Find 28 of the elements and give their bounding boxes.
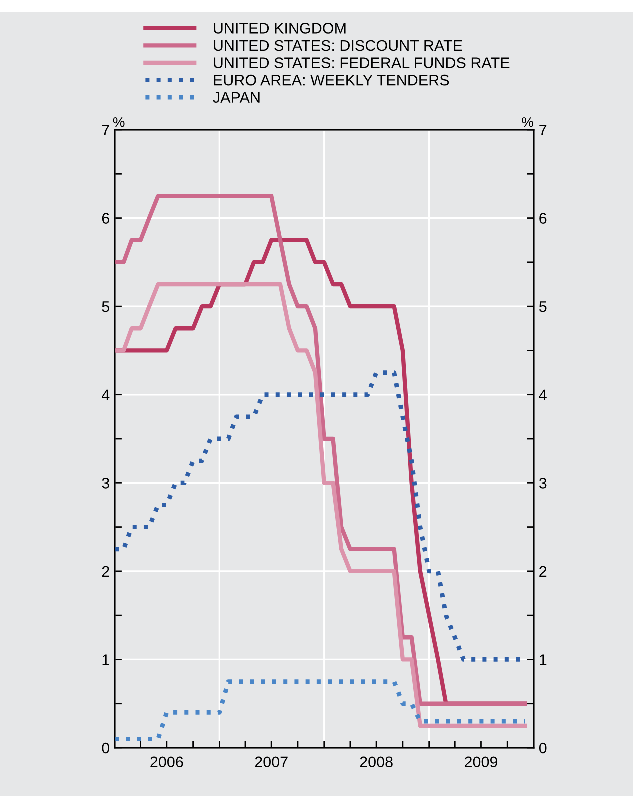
y-tick-label: 1 bbox=[102, 654, 110, 666]
legend-label: EURO AREA: WEEKLY TENDERS bbox=[214, 74, 450, 86]
y2-tick-label: 0 bbox=[539, 742, 547, 754]
y-axis-title: % bbox=[113, 117, 125, 128]
y2-tick-label: 1 bbox=[540, 654, 547, 666]
legend-label: UNITED STATES: FEDERAL FUNDS RATE bbox=[214, 58, 510, 68]
y-tick-label: 0 bbox=[102, 742, 110, 754]
y2-axis-title: % bbox=[522, 117, 534, 128]
y2-tick-label: 5 bbox=[539, 302, 547, 312]
y-tick-label: 7 bbox=[102, 125, 110, 136]
x-tick-label: 2007 bbox=[255, 756, 288, 768]
x-tick-label: 2006 bbox=[150, 756, 184, 768]
legend-label: UNITED KINGDOM bbox=[214, 23, 346, 34]
y2-tick-label: 6 bbox=[540, 213, 547, 224]
y2-tick-label: 7 bbox=[540, 125, 547, 136]
x-tick-label: 2008 bbox=[360, 756, 393, 768]
y2-tick-label: 4 bbox=[539, 390, 547, 400]
legend-label: JAPAN bbox=[213, 92, 260, 104]
line-series bbox=[115, 680, 528, 742]
y-tick-label: 2 bbox=[102, 566, 110, 577]
y-tick-label: 3 bbox=[102, 478, 110, 489]
y2-tick-label: 3 bbox=[539, 478, 547, 489]
legend-label: UNITED STATES: DISCOUNT RATE bbox=[214, 40, 462, 52]
y-tick-label: 4 bbox=[102, 390, 110, 400]
x-tick-label: 2009 bbox=[465, 756, 498, 768]
y2-tick-label: 2 bbox=[540, 566, 547, 577]
y-tick-label: 6 bbox=[102, 213, 110, 224]
y-tick-label: 5 bbox=[102, 302, 110, 312]
